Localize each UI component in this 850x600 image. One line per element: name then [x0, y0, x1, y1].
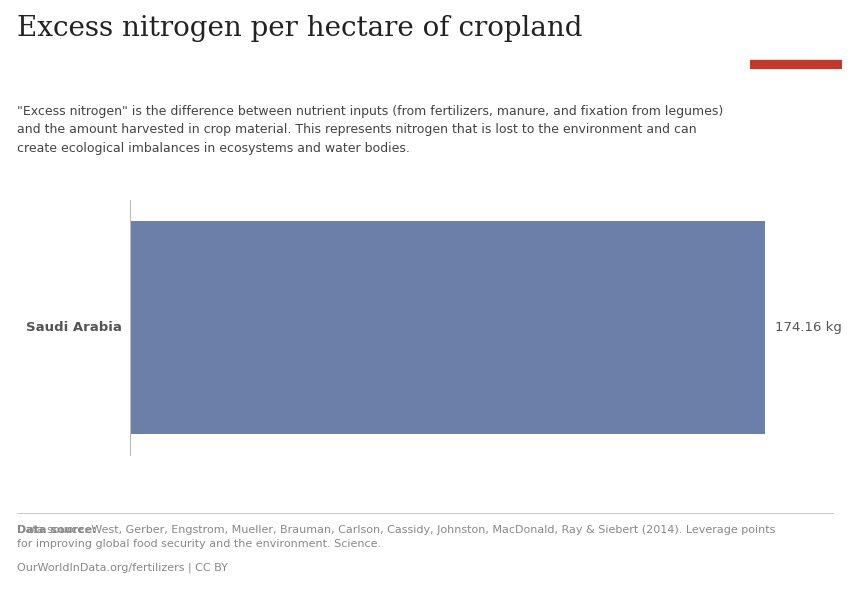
- Text: Data source:: Data source:: [17, 525, 97, 535]
- Bar: [130, 221, 765, 434]
- Text: Excess nitrogen per hectare of cropland: Excess nitrogen per hectare of cropland: [17, 15, 582, 42]
- Text: Data source: West, Gerber, Engstrom, Mueller, Brauman, Carlson, Cassidy, Johnsto: Data source: West, Gerber, Engstrom, Mue…: [17, 525, 775, 549]
- Text: "Excess nitrogen" is the difference between nutrient inputs (from fertilizers, m: "Excess nitrogen" is the difference betw…: [17, 105, 723, 155]
- Text: Our World
in Data: Our World in Data: [766, 22, 825, 45]
- Text: OurWorldInData.org/fertilizers | CC BY: OurWorldInData.org/fertilizers | CC BY: [17, 563, 228, 574]
- Text: Saudi Arabia: Saudi Arabia: [26, 321, 122, 334]
- Text: 174.16 kg: 174.16 kg: [775, 321, 842, 334]
- Bar: [750, 61, 842, 69]
